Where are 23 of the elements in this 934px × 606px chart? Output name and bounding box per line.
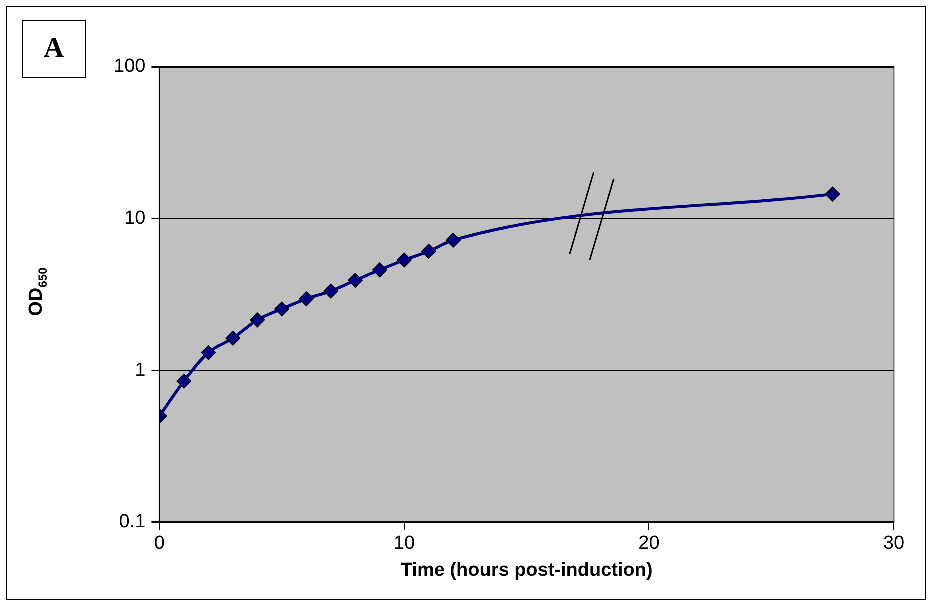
point <box>446 232 461 248</box>
point <box>176 374 192 389</box>
x-tick-label: 0 <box>154 533 165 554</box>
point <box>201 345 216 360</box>
point <box>421 244 436 259</box>
point <box>324 284 339 299</box>
y-tick-label: 1 <box>135 360 146 381</box>
x-tick-label: 30 <box>883 533 905 554</box>
point <box>372 262 388 278</box>
x-axis-title: Time (hours post-induction) <box>400 560 653 581</box>
point <box>226 330 241 346</box>
x-tick-label: 20 <box>638 533 660 554</box>
point <box>274 302 290 317</box>
x-tick-label: 10 <box>394 533 416 554</box>
y-tick-label: 10 <box>124 208 146 230</box>
text: A <box>22 20 86 78</box>
point <box>348 273 364 288</box>
point <box>250 312 266 328</box>
point <box>396 252 412 268</box>
y-tick-label: 0.1 <box>119 512 146 533</box>
y-tick-label: 100 <box>114 56 146 78</box>
point <box>299 292 314 307</box>
point <box>825 186 840 202</box>
